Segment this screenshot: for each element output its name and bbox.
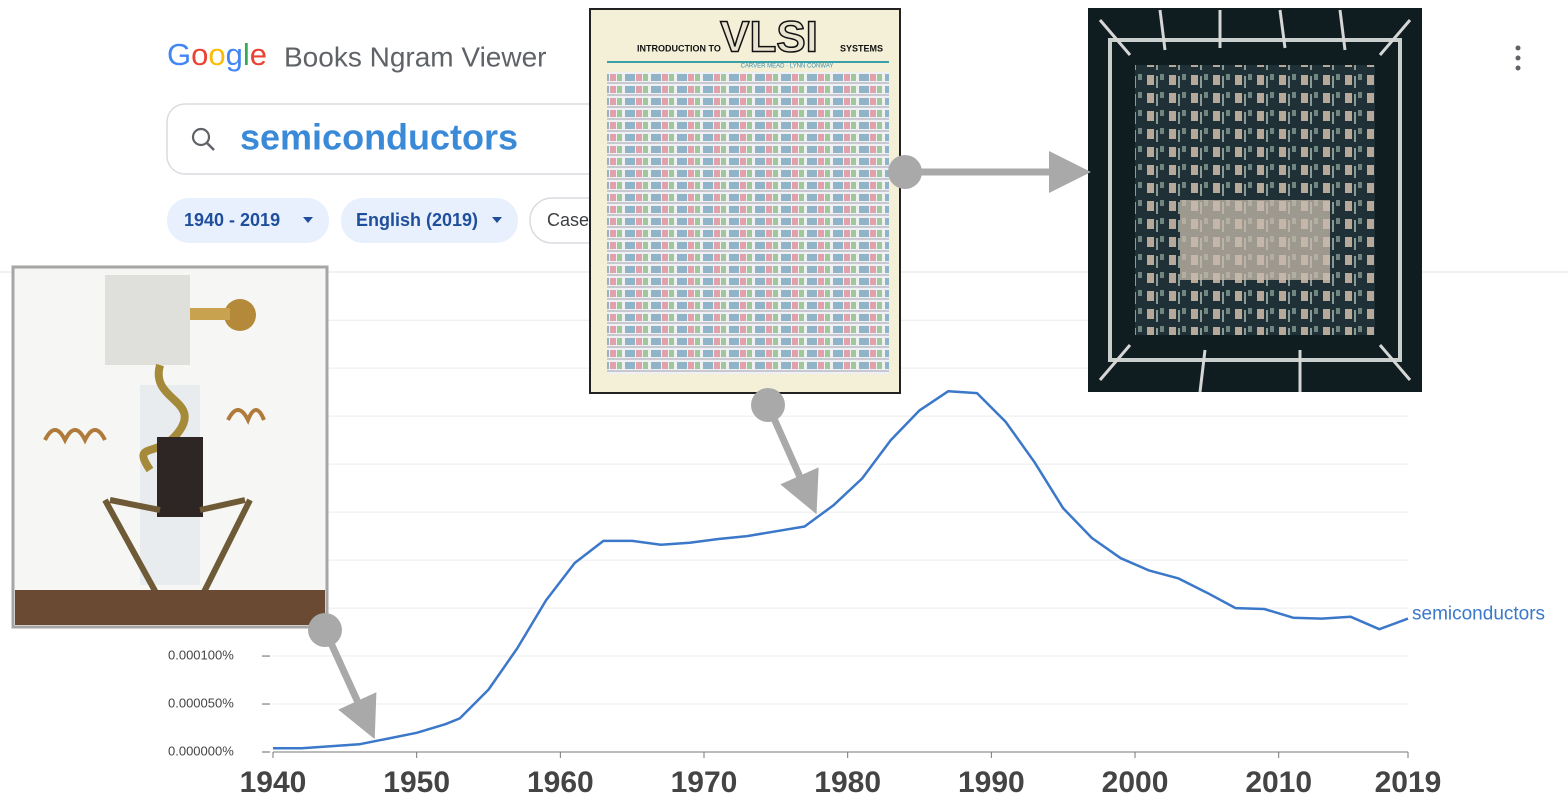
filter-chip[interactable] (341, 198, 518, 243)
search-icon (191, 127, 211, 147)
menu-dot (1515, 55, 1521, 61)
google-logo: Google (167, 37, 267, 72)
x-tick-label: 1940 (240, 766, 307, 799)
search-icon-handle (206, 142, 215, 151)
menu-dot (1515, 65, 1521, 71)
y-tick-label: 0.000000% (168, 743, 234, 758)
book-title: VLSI (720, 13, 818, 62)
y-tick-label: 0.000100% (168, 647, 234, 662)
dropdown-caret (303, 217, 313, 223)
series-line (273, 389, 1409, 750)
menu-dot[interactable] (1515, 45, 1521, 51)
transistor-photo (11, 265, 329, 629)
chip-photo (1088, 8, 1422, 393)
app-name: Books Ngram Viewer (284, 41, 546, 72)
book-text: INTRODUCTION TO (637, 43, 721, 53)
search-query: semiconductors (240, 117, 518, 158)
y-tick-label: 0.000050% (168, 695, 234, 710)
filter-label: Case (547, 210, 589, 230)
annotation-arrows (308, 151, 1091, 740)
x-tick-label: 1950 (383, 766, 450, 799)
filter-chip[interactable] (167, 198, 329, 243)
filter-label: English (2019) (356, 210, 478, 230)
x-tick-label: 1970 (671, 766, 738, 799)
x-tick-label: 2000 (1102, 766, 1169, 799)
book-authors: CARVER MEAD · LYNN CONWAY (741, 64, 834, 70)
x-tick-label: 1980 (814, 766, 881, 799)
x-tick-label: 1990 (958, 766, 1025, 799)
filter-label: 1940 - 2019 (184, 210, 280, 230)
vlsi-book-cover: INTRODUCTION TO VLSI SYSTEMS CARVER MEAD… (589, 8, 901, 394)
x-tick-label: 2019 (1375, 766, 1442, 799)
x-tick-label: 1960 (527, 766, 594, 799)
series-label: semiconductors (1412, 604, 1545, 625)
book-text: SYSTEMS (840, 43, 883, 53)
dropdown-caret (492, 217, 502, 223)
x-tick-label: 2010 (1245, 766, 1312, 799)
